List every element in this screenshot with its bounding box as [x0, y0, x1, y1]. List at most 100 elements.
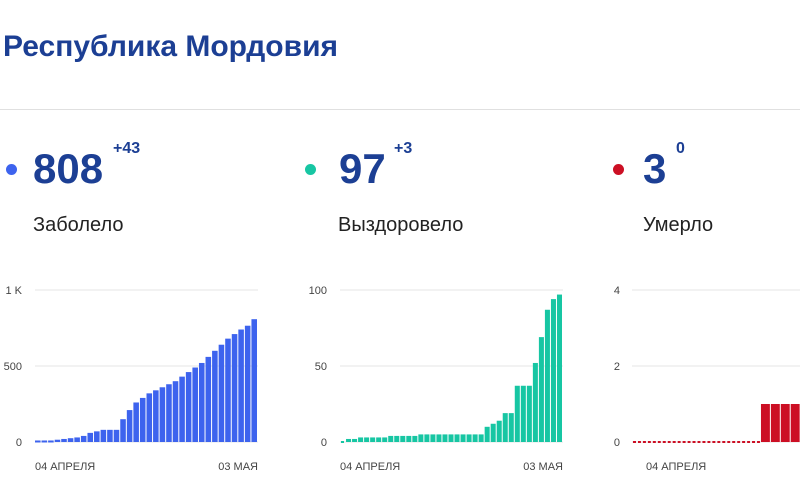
- bar: [406, 435, 412, 442]
- deaths-count: 3: [643, 145, 667, 192]
- bar: [74, 437, 80, 442]
- bar: [520, 385, 526, 442]
- bar: [244, 325, 251, 442]
- cases-panel: 808 +43 Заболело 0 500 1 K 04 АПРЕЛЯ 03 МАЯ: [0, 0, 300, 500]
- bar: [508, 413, 514, 442]
- y-tick-label: 2: [614, 361, 620, 373]
- bar: [238, 329, 244, 442]
- bar: [388, 435, 394, 442]
- cases-dot: [6, 164, 17, 175]
- y-tick-label: 500: [4, 361, 22, 373]
- bar: [472, 434, 478, 442]
- bar: [231, 334, 238, 442]
- bar: [400, 435, 406, 442]
- cases-label: Заболело: [33, 214, 124, 236]
- bar: [54, 439, 61, 442]
- bar: [198, 362, 205, 442]
- bar: [442, 434, 448, 442]
- bar: [412, 435, 418, 442]
- x-tick-label: 03 МАЯ: [523, 461, 563, 473]
- bar: [159, 387, 166, 442]
- recovered-dot: [305, 164, 316, 175]
- bar: [87, 432, 94, 442]
- bar: [490, 423, 496, 442]
- bar: [382, 437, 388, 442]
- bar: [496, 420, 502, 442]
- bar: [218, 344, 225, 442]
- recovered-panel: 97 +3 Выздоровело 0 50 100 04 АПРЕЛЯ 03 МАЯ: [305, 0, 605, 500]
- bar: [61, 438, 67, 442]
- bar: [139, 397, 146, 442]
- bar: [107, 429, 113, 442]
- bar: [352, 438, 358, 442]
- bar: [502, 413, 508, 442]
- bar: [550, 299, 556, 442]
- x-tick-label: 04 АПРЕЛЯ: [340, 461, 400, 473]
- bar: [770, 404, 780, 442]
- bar: [544, 309, 550, 442]
- y-tick-label: 0: [16, 437, 22, 449]
- recovered-label: Выздоровело: [338, 214, 464, 236]
- bar: [484, 426, 490, 442]
- bar: [466, 434, 472, 442]
- bar: [166, 384, 172, 442]
- bar: [780, 404, 790, 442]
- y-tick-label: 50: [315, 361, 327, 373]
- deaths-delta: 0: [676, 140, 685, 157]
- y-tick-label: 1 K: [5, 285, 22, 297]
- recovered-delta: +3: [394, 140, 413, 157]
- y-tick-label: 0: [321, 437, 327, 449]
- bar: [41, 440, 48, 443]
- bar: [185, 372, 192, 442]
- cases-chart: 0 500 1 K 04 АПРЕЛЯ 03 МАЯ: [4, 285, 258, 473]
- bar: [790, 404, 800, 442]
- bar: [364, 437, 370, 442]
- x-tick-label: 03 МАЯ: [218, 461, 258, 473]
- bar: [454, 434, 460, 442]
- bar: [100, 429, 107, 442]
- y-tick-label: 4: [614, 285, 620, 297]
- deaths-dot: [613, 164, 624, 175]
- x-tick-label: 04 АПРЕЛЯ: [646, 461, 706, 473]
- cases-count: 808: [33, 145, 104, 192]
- page-title: Республика Мордовия: [3, 30, 339, 63]
- header-divider: [0, 109, 800, 110]
- deaths-panel: 3 0 Умерло 0 2 4 04 АПРЕЛЯ: [610, 0, 800, 500]
- bar: [120, 419, 126, 442]
- bar: [376, 437, 382, 442]
- bar: [212, 350, 218, 442]
- bar: [94, 431, 100, 442]
- bar: [460, 434, 466, 442]
- bar: [225, 338, 231, 442]
- bar: [532, 362, 538, 442]
- bar: [146, 393, 153, 442]
- bar: [478, 434, 484, 442]
- y-tick-label: 0: [614, 437, 620, 449]
- x-tick-label: 04 АПРЕЛЯ: [35, 461, 95, 473]
- bar: [80, 435, 87, 442]
- bar: [113, 429, 120, 442]
- bar: [179, 376, 185, 442]
- bar: [430, 434, 436, 442]
- bar: [35, 440, 41, 443]
- deaths-label: Умерло: [643, 214, 714, 236]
- cases-delta: +43: [113, 140, 141, 157]
- bar: [418, 434, 424, 442]
- bar: [370, 437, 376, 442]
- bar: [192, 367, 198, 442]
- bar: [514, 385, 520, 442]
- bar: [448, 434, 454, 442]
- bar: [394, 435, 400, 442]
- bar: [67, 438, 74, 442]
- bar: [346, 438, 352, 442]
- bar: [538, 337, 544, 442]
- bar: [436, 434, 442, 442]
- bar: [205, 356, 212, 442]
- recovered-count: 97: [339, 145, 386, 192]
- bar: [251, 319, 257, 442]
- deaths-chart: 0 2 4 04 АПРЕЛЯ: [614, 285, 800, 473]
- bar: [556, 294, 562, 442]
- bar: [48, 440, 54, 443]
- y-tick-label: 100: [309, 285, 327, 297]
- bar: [760, 404, 770, 442]
